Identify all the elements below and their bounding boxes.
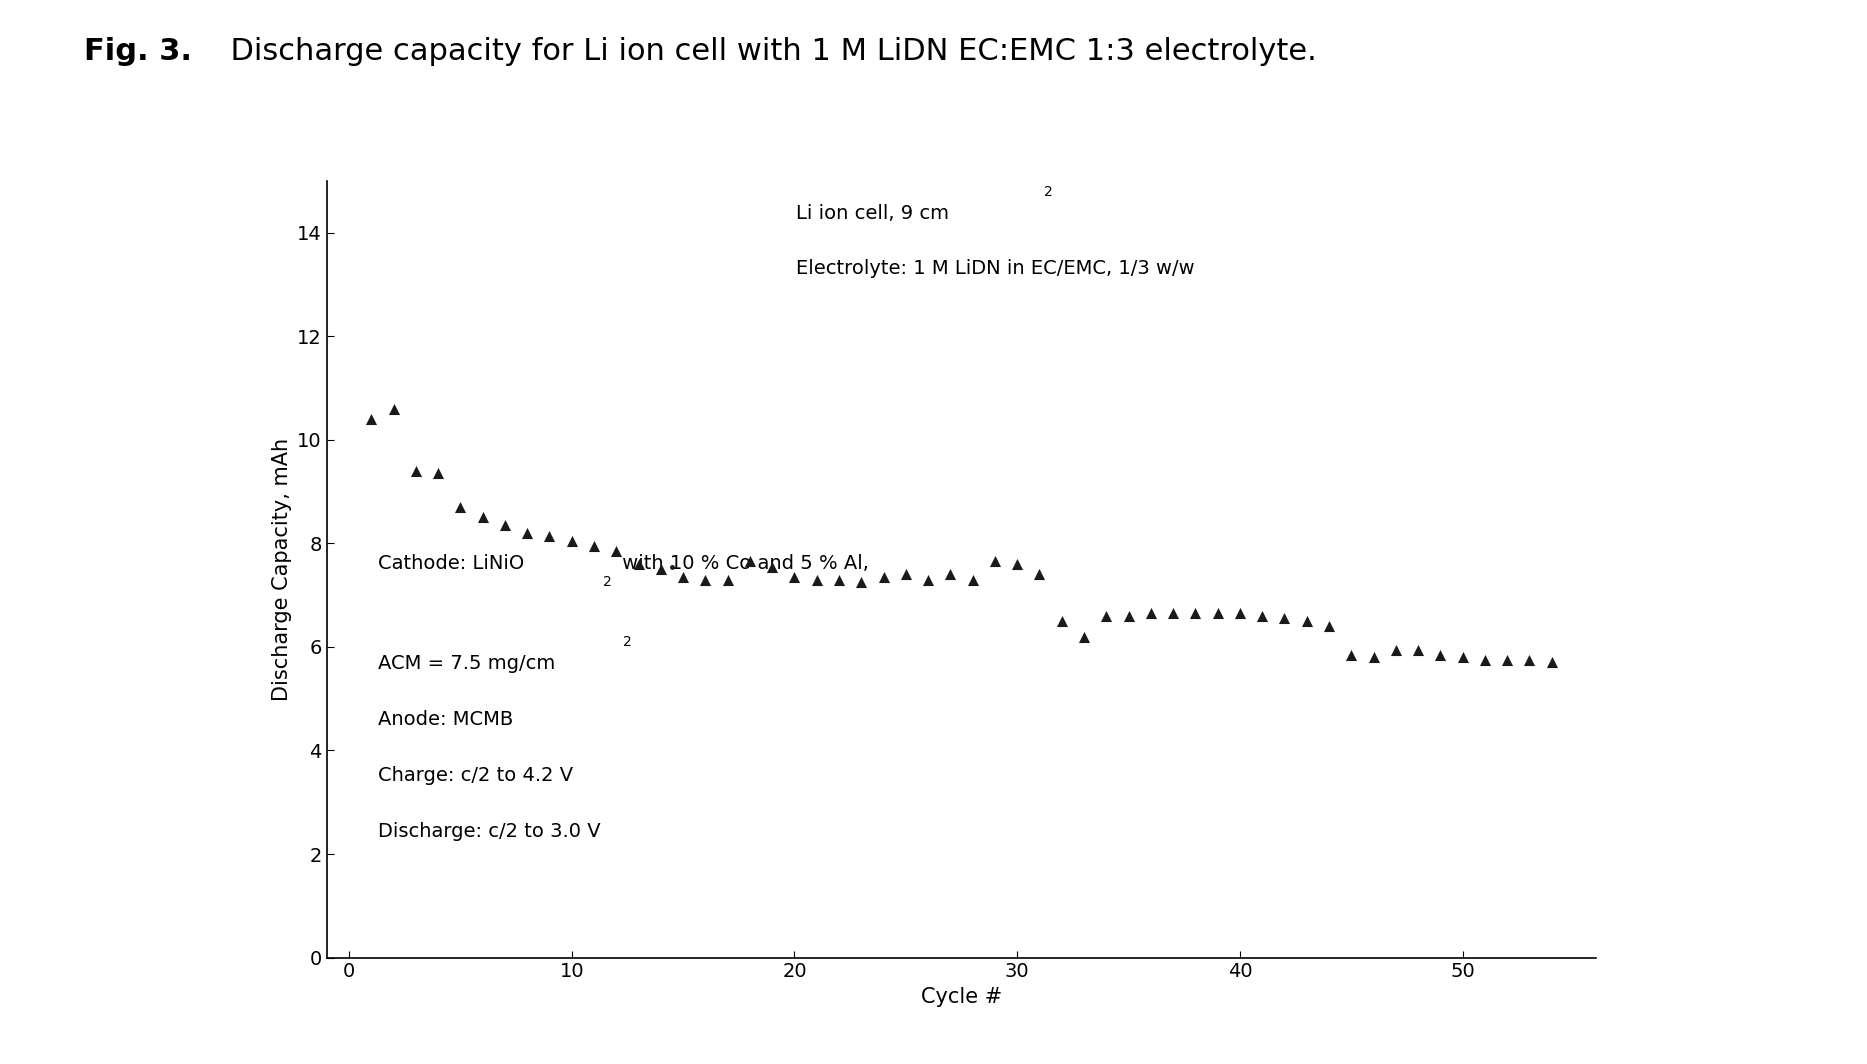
Point	[846, 573, 876, 591]
Text: ACM = 7.5 mg/cm: ACM = 7.5 mg/cm	[377, 654, 554, 674]
Point	[601, 543, 631, 560]
Point	[1359, 649, 1389, 666]
Text: 2: 2	[622, 635, 631, 649]
Text: Discharge capacity for Li ion cell with 1 M LiDN EC:EMC 1:3 electrolyte.: Discharge capacity for Li ion cell with …	[211, 37, 1316, 66]
Point	[1404, 641, 1434, 658]
Text: Charge: c/2 to 4.2 V: Charge: c/2 to 4.2 V	[377, 766, 573, 785]
Point	[1003, 555, 1032, 572]
X-axis label: Cycle #: Cycle #	[920, 987, 1003, 1007]
Point	[1092, 608, 1122, 625]
Point	[1247, 608, 1277, 625]
Point	[469, 509, 498, 526]
Point	[1447, 649, 1477, 666]
Y-axis label: Discharge Capacity, mAh: Discharge Capacity, mAh	[271, 437, 291, 701]
Point	[891, 566, 920, 583]
Point	[424, 465, 454, 482]
Point	[1070, 628, 1100, 645]
Point	[1337, 646, 1367, 663]
Point	[1158, 604, 1187, 621]
Point	[446, 499, 476, 516]
Text: Discharge: c/2 to 3.0 V: Discharge: c/2 to 3.0 V	[377, 822, 599, 842]
Point	[980, 553, 1010, 570]
Point	[935, 566, 965, 583]
Point	[1225, 604, 1255, 621]
Point	[823, 571, 853, 588]
Point	[579, 537, 609, 554]
Point	[646, 561, 676, 578]
Point	[1492, 651, 1522, 668]
Point	[913, 571, 943, 588]
Point	[691, 571, 721, 588]
Point	[868, 568, 898, 585]
Point	[512, 525, 541, 542]
Point	[624, 555, 653, 572]
Point	[1135, 604, 1165, 621]
Point	[736, 553, 765, 570]
Point	[1180, 604, 1210, 621]
Point	[357, 411, 386, 428]
Point	[668, 568, 698, 585]
Text: 2: 2	[603, 576, 612, 589]
Point	[1514, 651, 1544, 668]
Text: Fig. 3.: Fig. 3.	[84, 37, 192, 66]
Point	[489, 517, 519, 534]
Text: with 10 % Co and 5 % Al,: with 10 % Co and 5 % Al,	[616, 553, 868, 572]
Point	[1025, 566, 1055, 583]
Point	[1292, 613, 1322, 630]
Point	[1469, 651, 1499, 668]
Point	[401, 463, 431, 480]
Point	[1270, 610, 1299, 627]
Point	[1537, 654, 1566, 671]
Point	[1202, 604, 1232, 621]
Point	[556, 532, 586, 549]
Point	[713, 571, 743, 588]
Point	[801, 571, 831, 588]
Point	[1314, 618, 1344, 635]
Point	[534, 527, 564, 544]
Point	[780, 568, 810, 585]
Point	[1047, 613, 1077, 630]
Text: 2: 2	[1044, 185, 1053, 199]
Text: Anode: MCMB: Anode: MCMB	[377, 711, 513, 729]
Point	[1113, 608, 1143, 625]
Point	[1382, 641, 1411, 658]
Text: Li ion cell, 9 cm: Li ion cell, 9 cm	[797, 204, 950, 223]
Text: Cathode: LiNiO: Cathode: LiNiO	[377, 553, 525, 572]
Point	[1425, 646, 1454, 663]
Point	[758, 559, 788, 576]
Point	[379, 400, 409, 417]
Point	[958, 571, 988, 588]
Text: Electrolyte: 1 M LiDN in EC/EMC, 1/3 w/w: Electrolyte: 1 M LiDN in EC/EMC, 1/3 w/w	[797, 259, 1195, 278]
